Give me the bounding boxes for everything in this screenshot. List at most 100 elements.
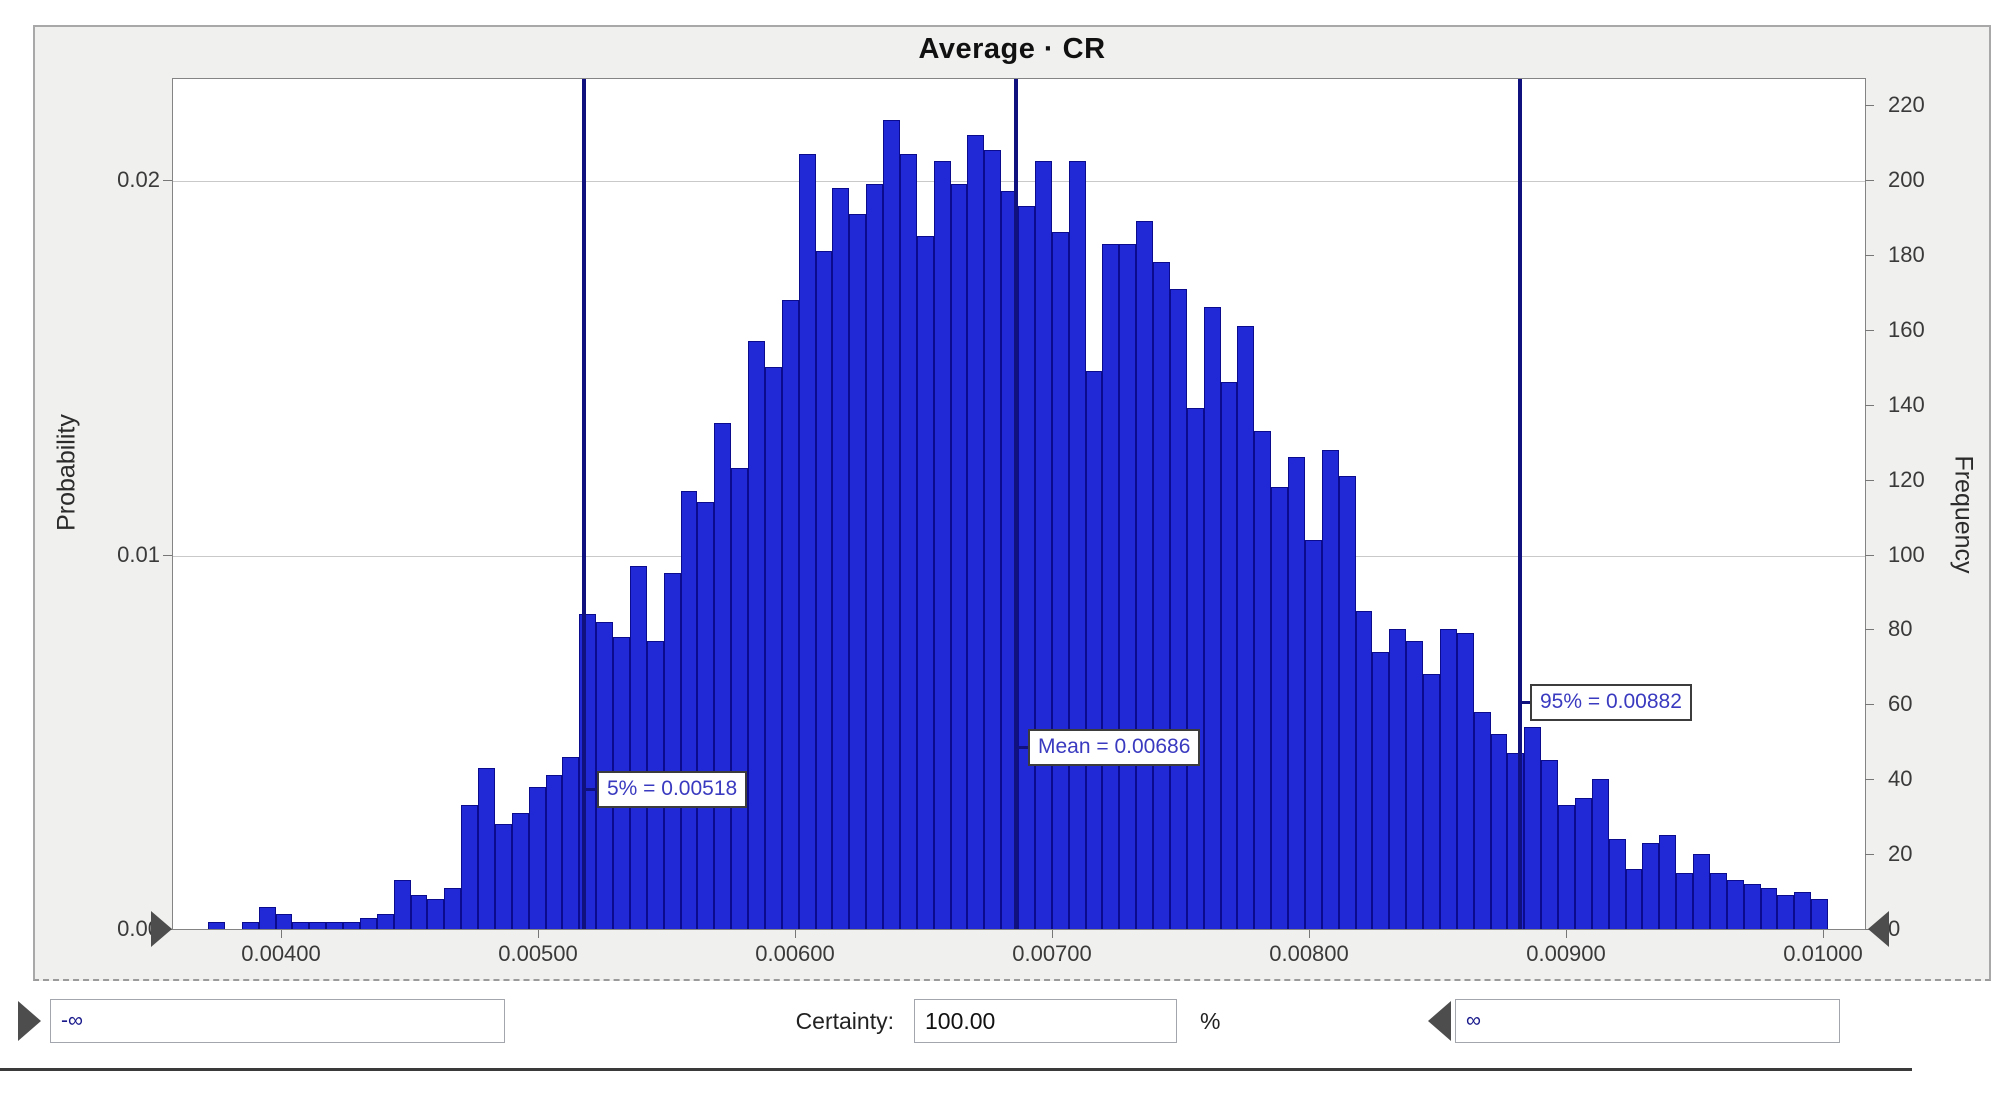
axis-min-grabber-icon[interactable]: [151, 911, 172, 947]
histogram-bar: [326, 921, 343, 929]
histogram-bar: [343, 921, 360, 929]
histogram-bar: [1760, 887, 1778, 929]
x-tick-mark: [1052, 930, 1053, 938]
histogram-bar: [663, 573, 681, 929]
histogram-bar: [1068, 161, 1086, 929]
histogram-bar: [984, 150, 1002, 929]
histogram-bar: [1558, 805, 1575, 929]
range-max-input[interactable]: [1455, 999, 1840, 1043]
histogram-bar: [967, 135, 985, 929]
chart-title: Average · CR: [918, 33, 1106, 65]
y-axis-title-frequency: Frequency: [1949, 455, 1978, 574]
range-max-grabber-icon[interactable]: [1428, 1001, 1451, 1041]
histogram-bar: [1439, 629, 1457, 929]
histogram-bar: [1473, 711, 1491, 929]
histogram-bar: [1372, 651, 1390, 929]
y-tick-label: 0.00: [117, 916, 160, 941]
histogram-bar: [444, 887, 462, 929]
x-tick-label: 0.00600: [755, 941, 835, 966]
histogram-bar: [1490, 734, 1508, 929]
histogram-bar: [1355, 610, 1373, 929]
histogram-bar: [764, 367, 782, 929]
histogram-bar: [1271, 487, 1288, 929]
histogram-bar: [1085, 371, 1103, 929]
histogram-bar: [393, 880, 411, 929]
histogram-bar: [1676, 872, 1693, 929]
histogram-bar: [849, 213, 867, 929]
histogram-bar: [1254, 430, 1272, 929]
histogram-bar: [1406, 640, 1423, 929]
y-tick-mark: [1865, 180, 1874, 181]
histogram-bar: [1220, 382, 1238, 929]
histogram-bar: [410, 895, 428, 929]
histogram-bar: [1389, 629, 1407, 929]
p95-connector: [1520, 701, 1531, 704]
y-tick-mark: [163, 180, 172, 181]
histogram-bar: [1034, 161, 1052, 929]
histogram-bar: [241, 921, 259, 929]
histogram-bar: [1608, 839, 1626, 929]
y-tick-mark: [1865, 105, 1874, 107]
percentile-5-line: [582, 79, 586, 929]
gridline: [173, 181, 1865, 182]
histogram-bar: [1288, 457, 1305, 929]
histogram-bar: [494, 824, 512, 929]
histogram-bar: [292, 921, 310, 929]
histogram-bar: [815, 251, 833, 929]
x-tick-label: 0.00700: [1012, 941, 1092, 966]
histogram-bar: [1102, 243, 1120, 929]
y-tick-label: 80: [1888, 616, 1913, 642]
plot-area: 5% = 0.00518 Mean = 0.00686 95% = 0.0088…: [172, 78, 1866, 930]
y-tick-mark: [1865, 329, 1874, 331]
histogram-bar: [629, 565, 647, 929]
histogram-bar: [1642, 842, 1660, 929]
histogram-bar: [697, 502, 715, 929]
histogram-bar: [748, 341, 765, 929]
histogram-bar: [1726, 880, 1744, 929]
histogram-bar: [1338, 475, 1356, 929]
range-min-grabber-icon[interactable]: [18, 1001, 41, 1041]
histogram-bar: [1777, 895, 1795, 929]
histogram-bar: [1541, 760, 1558, 929]
x-tick-mark: [795, 930, 796, 938]
percent-label: %: [1200, 1008, 1221, 1034]
x-tick-label: 0.00900: [1526, 941, 1606, 966]
histogram-bar: [1304, 539, 1322, 929]
y-tick-mark: [1865, 554, 1874, 556]
range-min-input[interactable]: [50, 999, 505, 1043]
p5-connector: [584, 788, 598, 791]
y-tick-label: 120: [1888, 466, 1925, 492]
histogram-bar: [1153, 262, 1170, 929]
axis-max-grabber-icon[interactable]: [1868, 911, 1889, 947]
histogram-bar: [1423, 674, 1440, 929]
y-tick-label: 180: [1888, 241, 1925, 267]
histogram-bar: [1186, 408, 1204, 929]
histogram-bar: [866, 183, 883, 929]
histogram-bar: [545, 775, 563, 929]
histogram-bar: [359, 917, 377, 929]
y-tick-label: 40: [1888, 766, 1913, 792]
histogram-bar: [1625, 869, 1643, 929]
histogram-bar: [832, 187, 850, 929]
certainty-input[interactable]: [914, 999, 1177, 1043]
y-tick-mark: [1865, 404, 1874, 406]
histogram-bar: [680, 490, 698, 929]
y-axis-title-probability: Probability: [52, 414, 81, 531]
percentile-95-line: [1518, 79, 1522, 929]
x-tick-mark: [1566, 930, 1567, 938]
x-tick-mark: [1823, 930, 1824, 938]
y-tick-label: 0: [1888, 916, 1901, 941]
histogram-bar: [427, 899, 445, 929]
histogram-bar: [1693, 854, 1710, 929]
histogram-bar: [461, 805, 478, 929]
histogram-bar: [1709, 872, 1727, 929]
histogram-bar: [1018, 206, 1035, 929]
histogram-bar: [376, 914, 394, 929]
y-tick-label: 0.01: [117, 541, 160, 567]
certainty-label: Certainty:: [795, 1008, 894, 1034]
y-tick-label: 20: [1888, 841, 1913, 867]
y-tick-mark: [1865, 704, 1874, 706]
y-tick-label: 100: [1888, 541, 1925, 567]
y-tick-label: 160: [1888, 316, 1925, 342]
y-tick-mark: [1865, 779, 1874, 781]
